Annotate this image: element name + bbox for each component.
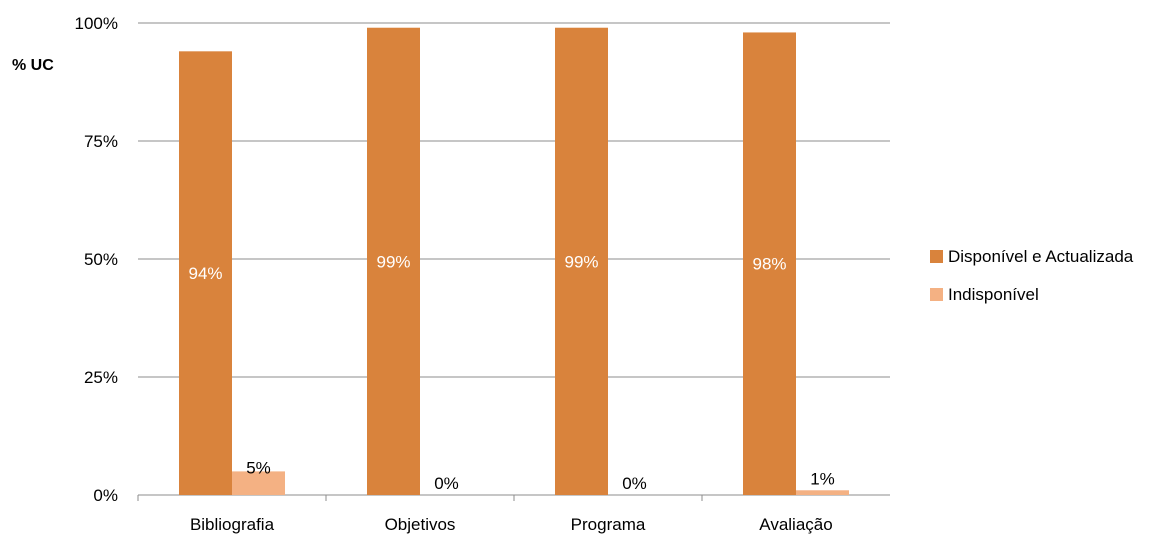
data-label: 5% <box>246 458 271 477</box>
legend-swatch <box>930 288 943 301</box>
data-label: 98% <box>752 255 786 274</box>
y-axis-label: % UC <box>12 57 54 74</box>
data-label: 99% <box>564 252 598 271</box>
y-axis-ticks: 0% 25% 50% 75% 100% <box>75 14 118 505</box>
legend-swatch <box>930 250 943 263</box>
x-category-label: Bibliografia <box>190 515 275 534</box>
bar-indisponivel <box>796 490 849 495</box>
bar-disponivel <box>743 32 796 495</box>
legend-label: Disponível e Actualizada <box>948 247 1134 266</box>
data-label: 0% <box>434 474 459 493</box>
bar-disponivel <box>179 51 232 495</box>
y-tick-label: 50% <box>84 250 118 269</box>
bar-disponivel <box>367 27 420 495</box>
y-tick-label: 75% <box>84 132 118 151</box>
bar-disponivel <box>555 27 608 495</box>
legend-label: Indisponível <box>948 285 1039 304</box>
y-tick-label: 100% <box>75 14 118 33</box>
data-label: 0% <box>622 474 647 493</box>
x-axis-categories: Bibliografia Objetivos Programa Avaliação <box>190 515 833 534</box>
bar-labels: 94% 5% 99% 0% 99% 0% 98% 1% <box>188 252 834 493</box>
x-category-label: Objetivos <box>385 515 456 534</box>
x-category-label: Programa <box>571 515 646 534</box>
y-tick-label: 0% <box>93 486 118 505</box>
data-label: 99% <box>376 252 410 271</box>
legend: Disponível e Actualizada Indisponível <box>930 247 1134 304</box>
bar-indisponivel <box>232 471 285 495</box>
y-tick-label: 25% <box>84 368 118 387</box>
x-category-label: Avaliação <box>759 515 832 534</box>
data-label: 1% <box>810 469 835 488</box>
data-label: 94% <box>188 264 222 283</box>
bars <box>179 27 849 495</box>
